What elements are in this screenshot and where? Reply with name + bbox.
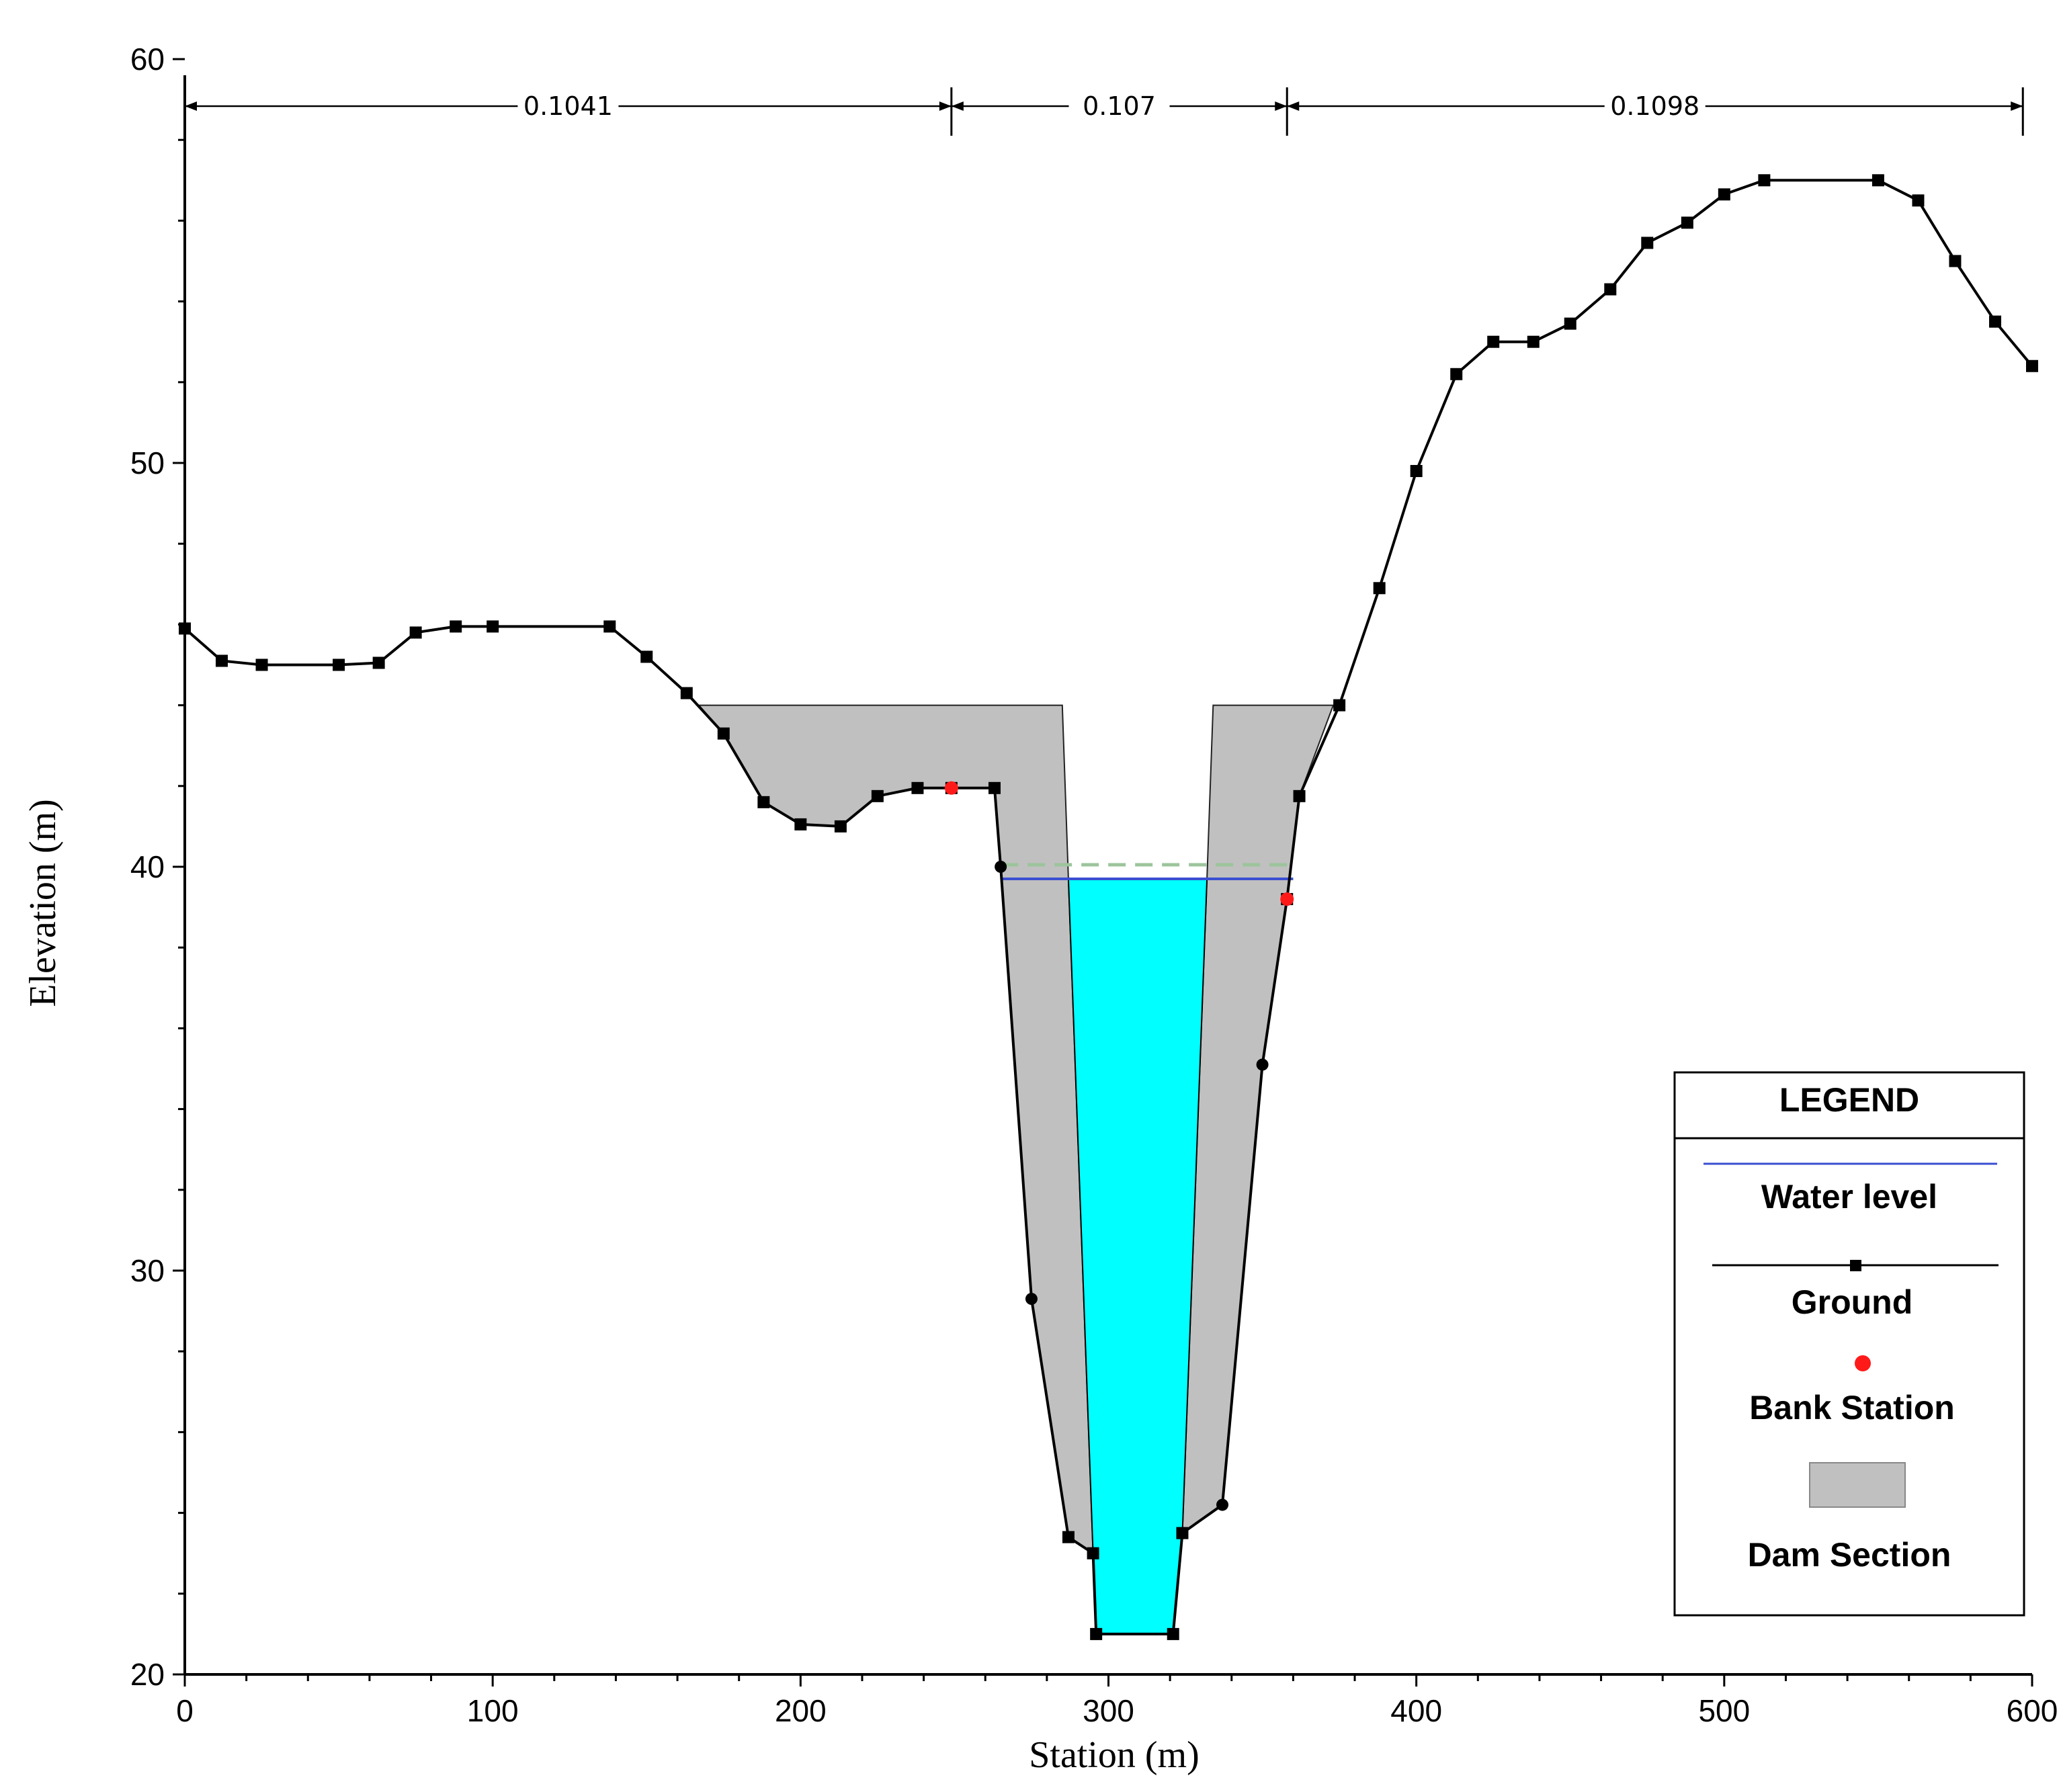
- manning-arrowhead-right: [1275, 101, 1288, 111]
- dam-section-0: [697, 704, 1094, 1555]
- manning-arrowhead-right: [2011, 101, 2023, 111]
- x-axis-title: Station (m): [1029, 1734, 1200, 1776]
- dam-and-water-layer: [697, 704, 1335, 1635]
- ground-point: [450, 620, 462, 633]
- ground-point: [1410, 465, 1423, 478]
- legend-dam-section-label: Dam Section: [1748, 1536, 1951, 1574]
- y-tick-label: 50: [130, 445, 165, 480]
- ground-point: [717, 727, 730, 740]
- manning-n-label-1: 0.107: [1083, 91, 1156, 121]
- ground-point: [1087, 1547, 1099, 1560]
- ground-point: [2026, 359, 2038, 372]
- ground-point: [1256, 1058, 1269, 1071]
- ground-point: [1681, 216, 1693, 229]
- manning-n-label-2: 0.1098: [1610, 91, 1699, 121]
- legend-title: LEGEND: [1779, 1081, 1919, 1119]
- ground-point: [640, 650, 653, 663]
- ground-point: [1025, 1293, 1038, 1306]
- ground-layer: [179, 174, 2038, 1640]
- bank-station-1: [1280, 892, 1294, 906]
- ground-point: [603, 620, 616, 633]
- level-lines-layer: [1001, 863, 1294, 881]
- ground-point: [834, 820, 847, 833]
- ground-point: [215, 654, 228, 667]
- bank-station-0: [944, 781, 958, 795]
- ground-point: [911, 781, 924, 794]
- ground-point: [1487, 335, 1500, 348]
- ground-point: [1176, 1527, 1189, 1539]
- x-tick-label: 600: [2007, 1693, 2058, 1728]
- ground-point: [680, 687, 693, 699]
- y-tick-label: 20: [130, 1657, 165, 1692]
- ground-point: [1062, 1531, 1075, 1543]
- ground-point: [409, 626, 422, 639]
- ground-point: [871, 790, 884, 802]
- manning-arrowhead-left: [185, 101, 197, 111]
- legend-dam-section-symbol: [1809, 1462, 1906, 1508]
- legend-box: [1673, 1071, 2025, 1617]
- ground-point: [1293, 790, 1306, 802]
- ground-point: [1718, 188, 1730, 201]
- ground-point: [1216, 1498, 1229, 1511]
- x-tick-label: 300: [1083, 1693, 1134, 1728]
- ground-point: [1989, 315, 2002, 328]
- y-tick-label: 60: [130, 42, 165, 77]
- x-tick-label: 200: [775, 1693, 827, 1728]
- legend-bank-station-label: Bank Station: [1749, 1389, 1955, 1426]
- legend-ground-label: Ground: [1792, 1283, 1913, 1321]
- ground-point: [1564, 317, 1576, 330]
- ground-point: [1604, 283, 1617, 296]
- ground-point: [1527, 335, 1540, 348]
- ground-point: [1450, 368, 1463, 380]
- ground-point: [1871, 174, 1884, 187]
- x-tick-label: 0: [176, 1693, 194, 1728]
- manning-arrowhead-left: [951, 101, 964, 111]
- ground-point: [1758, 174, 1771, 187]
- ground-point: [757, 796, 770, 808]
- ground-point: [255, 658, 268, 671]
- manning-annotations-layer: 0.1041 0.107 0.1098: [183, 87, 2024, 136]
- legend-bank-station-symbol: [1855, 1355, 1871, 1371]
- y-tick-label: 40: [130, 849, 165, 884]
- ground-point: [1090, 1627, 1103, 1640]
- ground-point: [1333, 699, 1346, 712]
- manning-n-label-0: 0.1041: [523, 91, 613, 121]
- ground-point: [1167, 1627, 1179, 1640]
- ground-point: [995, 861, 1007, 873]
- ground-point: [372, 656, 385, 669]
- y-tick-label: 30: [130, 1253, 165, 1288]
- legend: LEGEND Water level Ground Bank Station D…: [1673, 1071, 2025, 1617]
- ground-point: [487, 620, 499, 633]
- legend-water-level-label: Water level: [1761, 1178, 1937, 1215]
- manning-arrowhead-left: [1287, 101, 1300, 111]
- legend-ground-symbol-marker: [1850, 1260, 1861, 1271]
- ground-point: [1949, 255, 1962, 267]
- x-tick-label: 500: [1698, 1693, 1750, 1728]
- x-tick-label: 100: [467, 1693, 519, 1728]
- ground-point: [1912, 194, 1925, 207]
- y-axis-title: Elevation (m): [22, 799, 64, 1007]
- ground-point: [1373, 582, 1386, 595]
- ground-point: [333, 658, 345, 671]
- manning-arrowhead-right: [939, 101, 952, 111]
- ground-point: [1641, 237, 1654, 249]
- x-tick-label: 400: [1390, 1693, 1442, 1728]
- ground-point: [988, 781, 1001, 794]
- ground-point: [794, 818, 807, 830]
